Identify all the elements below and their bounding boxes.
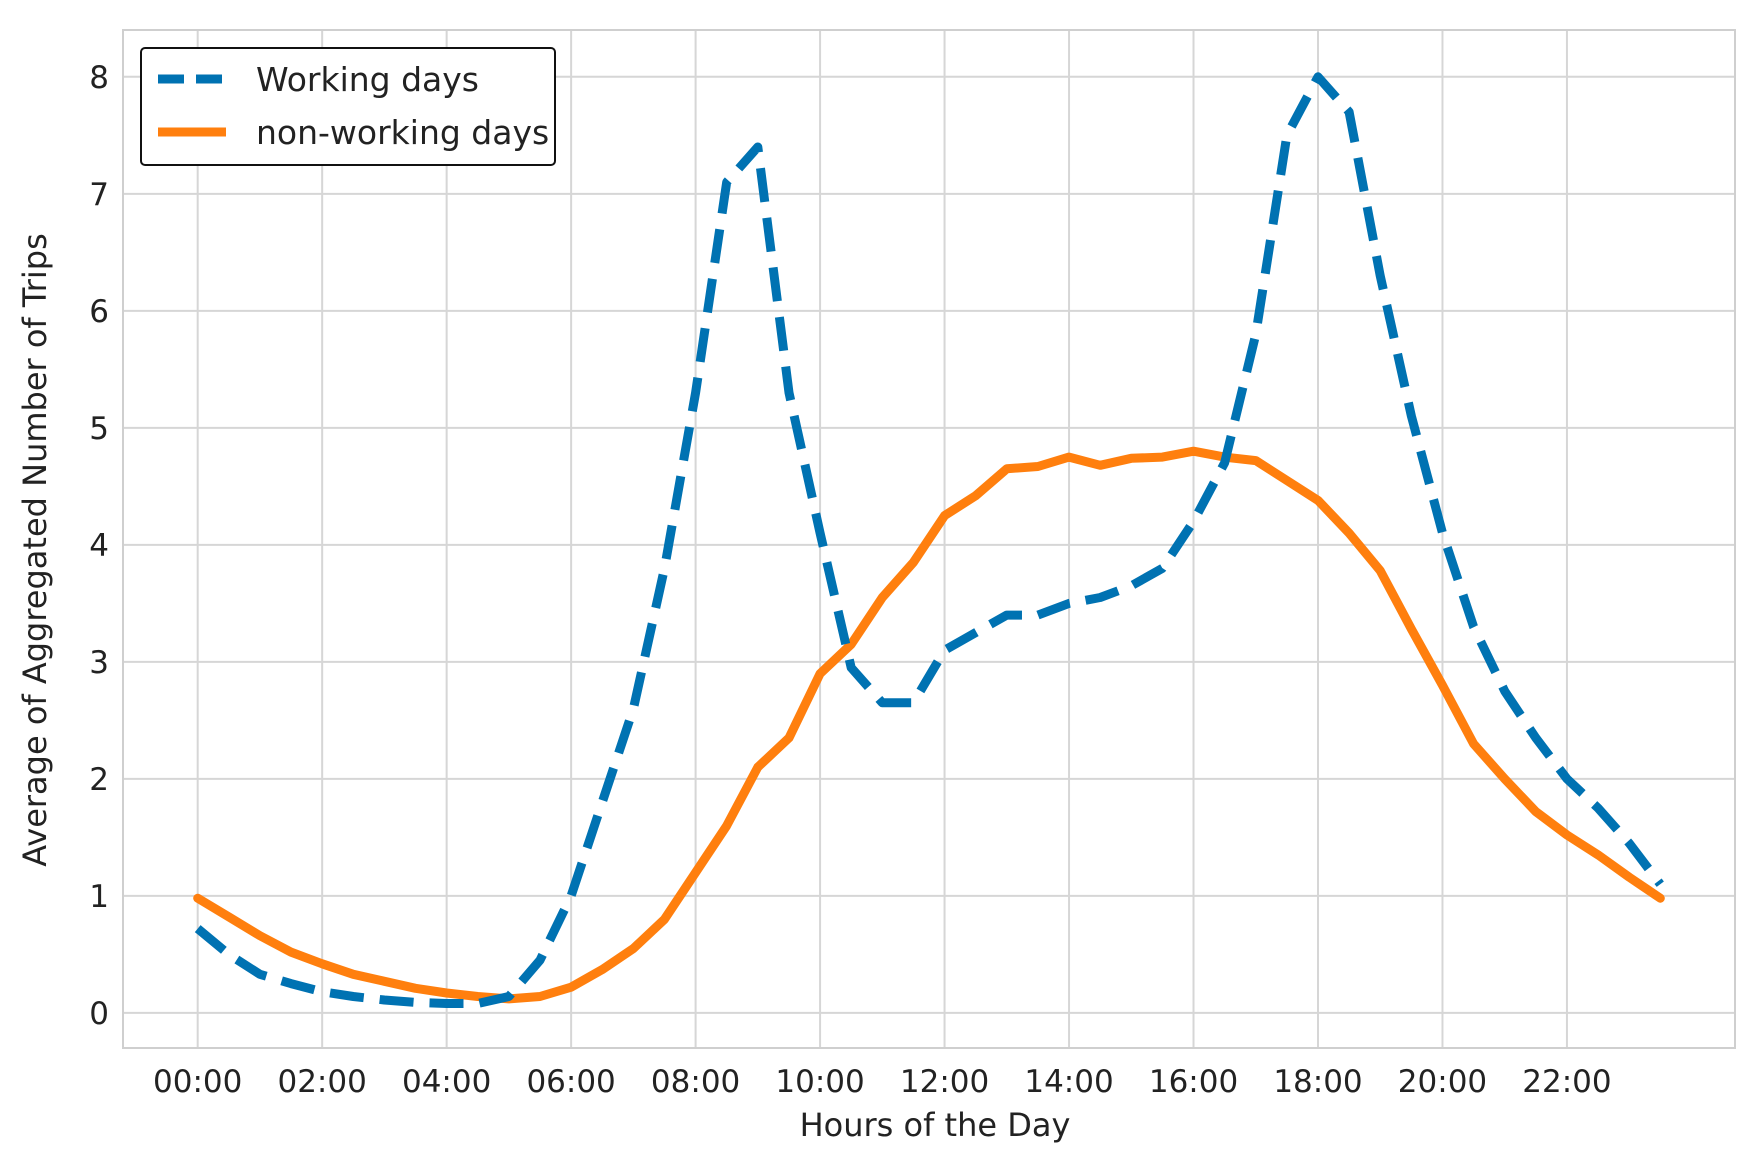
x-tick-label: 14:00 [1024, 1064, 1113, 1100]
y-tick-labels: 0 1 2 3 4 5 6 7 8 [89, 60, 109, 1032]
x-tick-label: 18:00 [1273, 1064, 1362, 1100]
x-axis-label: Hours of the Day [800, 1106, 1071, 1144]
y-tick-label: 6 [89, 294, 109, 330]
y-tick-label: 4 [89, 528, 109, 564]
y-tick-label: 8 [89, 60, 109, 96]
grid [123, 30, 1735, 1048]
x-tick-label: 12:00 [900, 1064, 989, 1100]
legend-label-working-days: Working days [256, 60, 479, 99]
series-line-working-days [194, 72, 1664, 1008]
y-tick-label: 5 [89, 411, 109, 447]
x-tick-label: 08:00 [651, 1064, 740, 1100]
legend-label-non-working-days: non-working days [256, 113, 549, 152]
legend: Working days non-working days [140, 47, 556, 166]
series-line-non-working-days [193, 446, 1665, 1004]
x-tick-label: 00:00 [153, 1064, 242, 1100]
x-tick-label: 16:00 [1149, 1064, 1238, 1100]
x-tick-labels: 00:00 02:00 04:00 06:00 08:00 10:00 12:00 14:00… [153, 1064, 1612, 1100]
y-tick-label: 2 [89, 762, 109, 798]
y-tick-label: 1 [89, 879, 109, 915]
x-tick-label: 06:00 [526, 1064, 615, 1100]
y-axis-label: Average of Aggregated Number of Trips [16, 233, 54, 867]
plot-frame [122, 29, 1736, 1049]
y-tick-label: 3 [89, 645, 109, 681]
y-tick-label: 7 [89, 177, 109, 213]
series-layer [193, 72, 1665, 1008]
legend-box [140, 47, 556, 166]
x-tick-label: 04:00 [402, 1064, 491, 1100]
y-tick-label: 0 [89, 996, 109, 1032]
x-tick-label: 10:00 [775, 1064, 864, 1100]
x-tick-label: 22:00 [1522, 1064, 1611, 1100]
x-tick-label: 20:00 [1398, 1064, 1487, 1100]
x-tick-label: 02:00 [277, 1064, 366, 1100]
